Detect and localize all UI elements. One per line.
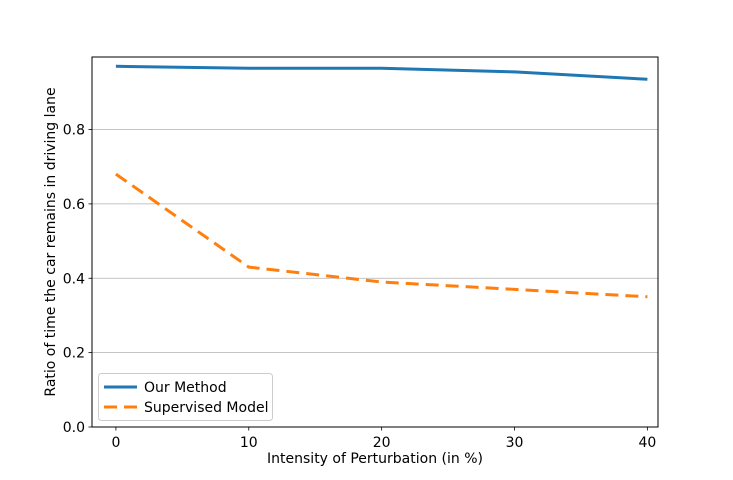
axes-spines bbox=[91, 56, 659, 428]
plot-area bbox=[92, 57, 658, 427]
x-tick-label: 30 bbox=[506, 435, 524, 451]
x-axis-label: Intensity of Perturbation (in %) bbox=[267, 451, 483, 467]
data-series bbox=[115, 64, 648, 299]
x-tick-label: 10 bbox=[240, 435, 258, 451]
y-tick-label: 0.2 bbox=[63, 346, 85, 362]
gridlines bbox=[92, 129, 658, 354]
series-line-supervised-model bbox=[115, 172, 648, 299]
x-tick-label: 0 bbox=[111, 435, 120, 451]
legend-label-our-method: Our Method bbox=[144, 380, 227, 396]
y-tick-label: 0.6 bbox=[63, 197, 85, 213]
x-tick-label: 40 bbox=[638, 435, 656, 451]
x-tick-label: 20 bbox=[373, 435, 391, 451]
axis-ticks bbox=[88, 129, 648, 431]
legend: Our Method Supervised Model bbox=[98, 373, 273, 421]
y-axis-label: Ratio of time the car remains in driving… bbox=[43, 87, 59, 396]
legend-samples bbox=[104, 385, 137, 409]
y-tick-label: 0.0 bbox=[63, 420, 85, 436]
tick-labels: 0 10 20 30 40 0.0 0.2 0.4 0.6 0.8 bbox=[63, 123, 657, 451]
legend-frame bbox=[98, 373, 273, 421]
y-tick-label: 0.4 bbox=[63, 271, 85, 287]
y-tick-label: 0.8 bbox=[63, 123, 85, 139]
series-line-our-method bbox=[115, 64, 648, 81]
legend-label-supervised-model: Supervised Model bbox=[144, 400, 268, 416]
